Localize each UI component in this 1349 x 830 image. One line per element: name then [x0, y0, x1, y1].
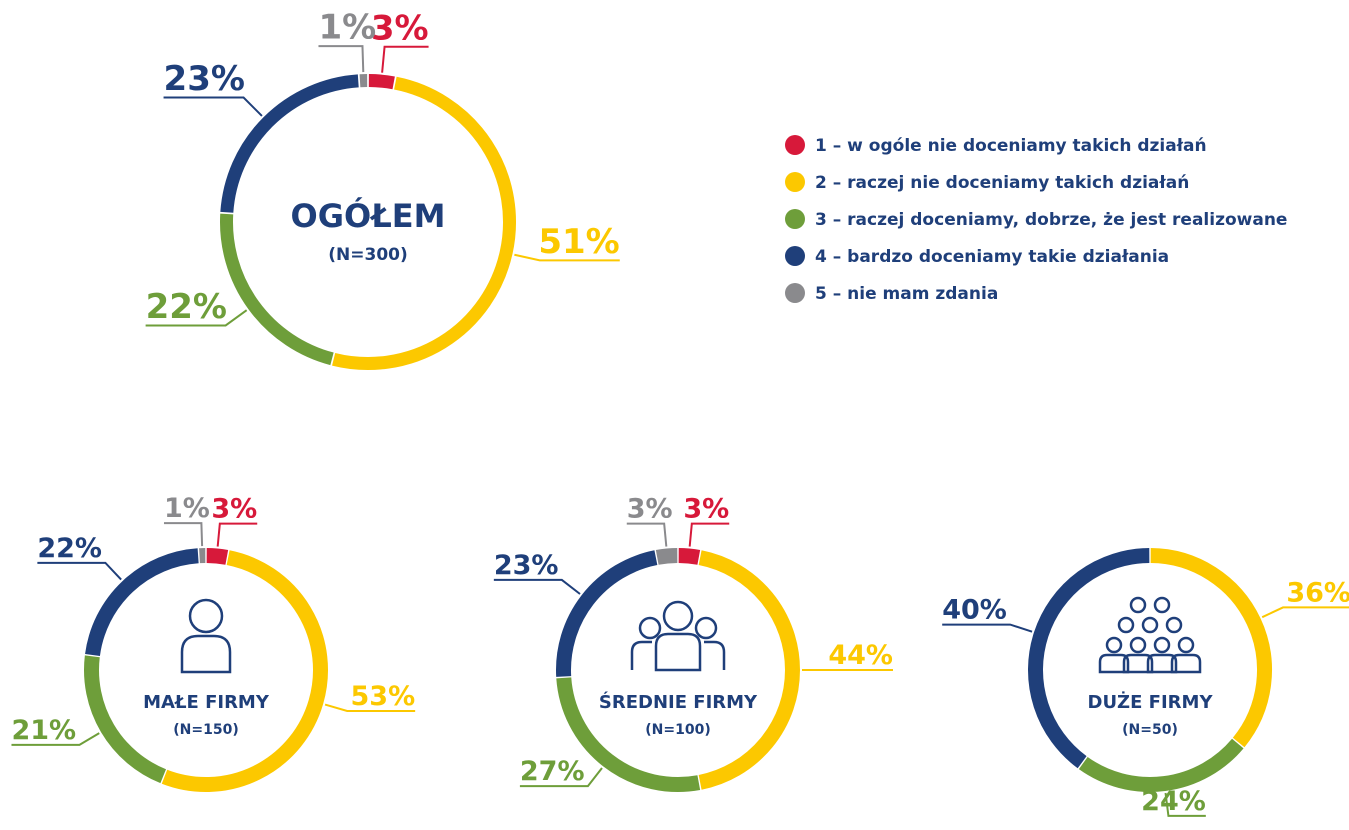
value-label: 3%	[371, 8, 429, 48]
chart-subtitle: (N=300)	[328, 245, 408, 265]
value-label: 1%	[164, 493, 210, 524]
donut-segment	[220, 74, 359, 213]
value-label: 44%	[828, 640, 893, 671]
chart-title: MAŁE FIRMY	[143, 692, 270, 713]
legend-label: 1 – w ogóle nie doceniamy takich działań	[815, 136, 1207, 156]
chart-subtitle: (N=50)	[1122, 722, 1178, 738]
legend-label: 2 – raczej nie doceniamy takich działań	[815, 173, 1189, 193]
chart-subtitle: (N=150)	[173, 722, 238, 738]
value-label: 22%	[37, 533, 102, 564]
legend-marker	[785, 135, 805, 155]
chart-title: DUŻE FIRMY	[1088, 691, 1214, 713]
leader-line	[145, 309, 248, 327]
value-label: 51%	[538, 222, 619, 262]
leader-line	[1261, 606, 1349, 619]
value-label: 22%	[146, 287, 227, 327]
donut-segment	[1078, 738, 1244, 792]
value-label: 36%	[1286, 577, 1349, 608]
icon-crowd	[1098, 596, 1202, 674]
donut-segment	[655, 548, 678, 565]
leader-line	[381, 45, 429, 73]
legend-marker	[785, 209, 805, 229]
chart-title: ŚREDNIE FIRMY	[599, 691, 758, 713]
icon-person	[180, 598, 232, 674]
leader-line	[942, 623, 1033, 633]
donut-segment	[698, 550, 800, 790]
legend-marker	[785, 283, 805, 303]
value-label: 53%	[351, 681, 416, 712]
leader-line	[163, 96, 263, 117]
leader-line	[216, 522, 258, 547]
leader-line	[163, 522, 204, 547]
donut-segment	[84, 655, 167, 784]
legend-marker	[785, 172, 805, 192]
value-label: 23%	[494, 550, 559, 581]
leader-line	[493, 578, 581, 595]
leader-line	[37, 561, 122, 581]
donut-segment	[1028, 548, 1150, 769]
value-label: 3%	[627, 494, 673, 525]
value-label: 1%	[318, 8, 376, 48]
legend-label: 3 – raczej doceniamy, dobrze, że jest re…	[815, 210, 1287, 230]
legend-marker	[785, 246, 805, 266]
leader-line	[318, 45, 365, 73]
legend-label: 4 – bardzo doceniamy takie działania	[815, 247, 1169, 267]
chart-title: OGÓŁEM	[291, 196, 446, 235]
donut-segment	[1150, 548, 1272, 748]
leader-line	[626, 522, 668, 547]
donut-segment	[161, 550, 328, 792]
chart-subtitle: (N=100)	[645, 722, 710, 738]
icon-group	[630, 600, 726, 672]
leader-line	[514, 253, 620, 262]
value-label: 23%	[164, 59, 245, 99]
donut-segment	[556, 550, 658, 677]
donut-segment	[556, 677, 701, 792]
value-label: 27%	[520, 756, 585, 787]
value-label: 24%	[1141, 786, 1206, 817]
leader-line	[519, 767, 603, 788]
leader-line	[1164, 792, 1206, 817]
donut-segment	[368, 74, 395, 90]
value-label: 40%	[942, 595, 1007, 626]
leader-line	[688, 522, 730, 547]
value-label: 21%	[11, 715, 76, 746]
value-label: 3%	[683, 494, 729, 525]
legend-label: 5 – nie mam zdania	[815, 284, 998, 304]
leader-line	[324, 703, 416, 713]
donut-segment	[678, 548, 701, 565]
donut-segment	[85, 548, 199, 657]
donut-segment	[220, 213, 334, 366]
donut-segment	[206, 548, 229, 565]
donut-segment	[332, 76, 516, 370]
leader-line	[11, 732, 100, 746]
value-label: 3%	[211, 494, 257, 525]
